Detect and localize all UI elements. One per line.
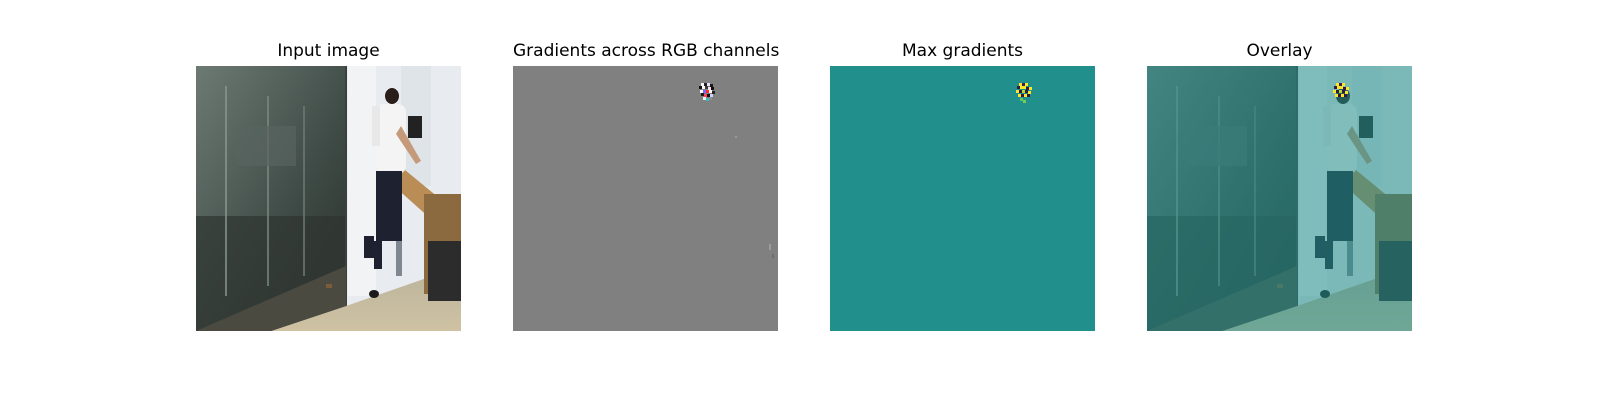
input-image <box>196 66 461 331</box>
rgb-gradient-image <box>513 66 778 331</box>
panel-rgb-gradients: Gradients across RGB channels <box>513 0 780 400</box>
panel-max-gradients: Max gradients <box>830 0 1095 400</box>
panel-input-image: Input image <box>196 0 461 400</box>
panel-title: Gradients across RGB channels <box>513 41 780 61</box>
panel-title: Overlay <box>1246 41 1313 61</box>
panel-title: Input image <box>277 41 380 61</box>
max-gradient-image <box>830 66 1095 331</box>
panel-overlay: Overlay <box>1147 0 1412 400</box>
panel-title: Max gradients <box>901 41 1024 61</box>
overlay-image <box>1147 66 1412 331</box>
